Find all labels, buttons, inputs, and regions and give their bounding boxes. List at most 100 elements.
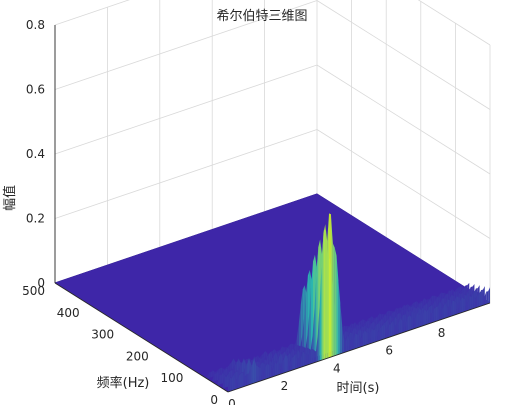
surface-strip [439, 307, 442, 320]
x-tick-label: 8 [438, 326, 446, 340]
surface-strip [314, 275, 317, 358]
surface-strip [488, 287, 490, 304]
surface-strip [441, 307, 444, 320]
surface-strip [265, 363, 268, 379]
y-tick-label: 200 [126, 349, 149, 363]
surface-strip [231, 358, 234, 371]
x-tick-label: 2 [281, 379, 289, 393]
surface-strip [300, 289, 303, 347]
surface-strip [250, 364, 253, 385]
surface-strip [473, 294, 476, 309]
surface-strip [278, 360, 281, 375]
surface-strip [226, 373, 229, 388]
surface-strip [392, 320, 395, 336]
back-wall-grid-line [54, 129, 318, 219]
surface-strip [209, 372, 211, 378]
surface-strip [257, 366, 260, 382]
surface-strip [366, 332, 369, 345]
surface-strip [235, 378, 238, 390]
surface-strip [276, 360, 279, 376]
surface-strip [207, 372, 210, 379]
surface-strip [282, 358, 285, 374]
surface-strip [362, 330, 365, 346]
surface-strip [214, 373, 217, 382]
surface-strip [227, 364, 230, 372]
surface-strip [229, 377, 232, 392]
surface-strip [353, 333, 356, 350]
surface-strip [390, 320, 393, 337]
y-axis-line [54, 282, 229, 393]
surface-strip [400, 317, 403, 334]
surface-strip [255, 355, 258, 363]
surface-strip [357, 334, 359, 348]
surface-strip [210, 370, 213, 378]
surface-layer [54, 193, 491, 392]
surface-strip [272, 349, 275, 357]
surface-strip [388, 310, 391, 317]
surface-strip [307, 312, 310, 355]
surface-strip [233, 374, 236, 390]
surface-strip [242, 372, 245, 387]
surface-strip [349, 339, 352, 351]
surface-strip [252, 357, 255, 384]
surface-strip [229, 362, 232, 371]
surface-strip [212, 373, 215, 382]
surface-strip [396, 307, 399, 315]
surface-strip [297, 357, 300, 369]
surface-strip [336, 255, 339, 355]
surface-strip [446, 306, 449, 318]
x-axis-line [227, 302, 491, 393]
surface-strip [220, 367, 223, 375]
x-tick-label: 6 [385, 344, 393, 358]
y-tick-label: 300 [91, 328, 114, 342]
surface-strip [231, 374, 234, 391]
surface-strip [347, 335, 350, 351]
surface-strip [246, 373, 249, 386]
surface-strip [263, 367, 266, 380]
surface-strip [291, 343, 294, 350]
surface-strip [286, 353, 288, 372]
surface-strip [417, 312, 419, 328]
surface-strip [217, 374, 220, 386]
surface-strip [228, 377, 230, 392]
surface-strip [381, 313, 384, 320]
back-wall-grid-line [54, 0, 130, 26]
surface-strip [364, 330, 367, 346]
surface-strip [327, 213, 330, 358]
back-wall-grid-line [54, 0, 318, 90]
surface-strip [297, 322, 299, 349]
surface-strip [370, 315, 372, 324]
z-tick-label: 0.4 [26, 147, 45, 161]
surface-strip [295, 353, 298, 369]
surface-strip [377, 328, 380, 341]
surface-strip [239, 373, 242, 388]
surface-strip [312, 348, 315, 364]
surface-strip [289, 357, 292, 371]
surface-strip [280, 361, 283, 374]
surface-strip [342, 325, 345, 353]
surface-strip [443, 302, 446, 319]
surface-strip [308, 350, 311, 365]
surface-strip [316, 247, 319, 357]
surface-strip [283, 346, 286, 353]
surface-strip [431, 308, 434, 323]
x-tick-label: 4 [333, 361, 341, 375]
surface-strip [284, 353, 287, 373]
surface-strip [221, 372, 224, 384]
surface-strip [441, 292, 444, 300]
z-tick-label: 0 [37, 276, 45, 290]
surface-strip [460, 297, 462, 313]
surface-strip [267, 363, 270, 379]
surface-strip [293, 353, 296, 370]
surface-strip [394, 324, 397, 336]
surface-strip [248, 368, 251, 385]
surface-strip [222, 376, 225, 389]
surface-strip [224, 376, 227, 388]
y-tick-label: 0 [210, 393, 218, 405]
surface-strip [396, 324, 399, 335]
side-wall-grid-line [417, 0, 491, 46]
surface-strip [480, 291, 483, 306]
surface-strip [355, 333, 358, 349]
